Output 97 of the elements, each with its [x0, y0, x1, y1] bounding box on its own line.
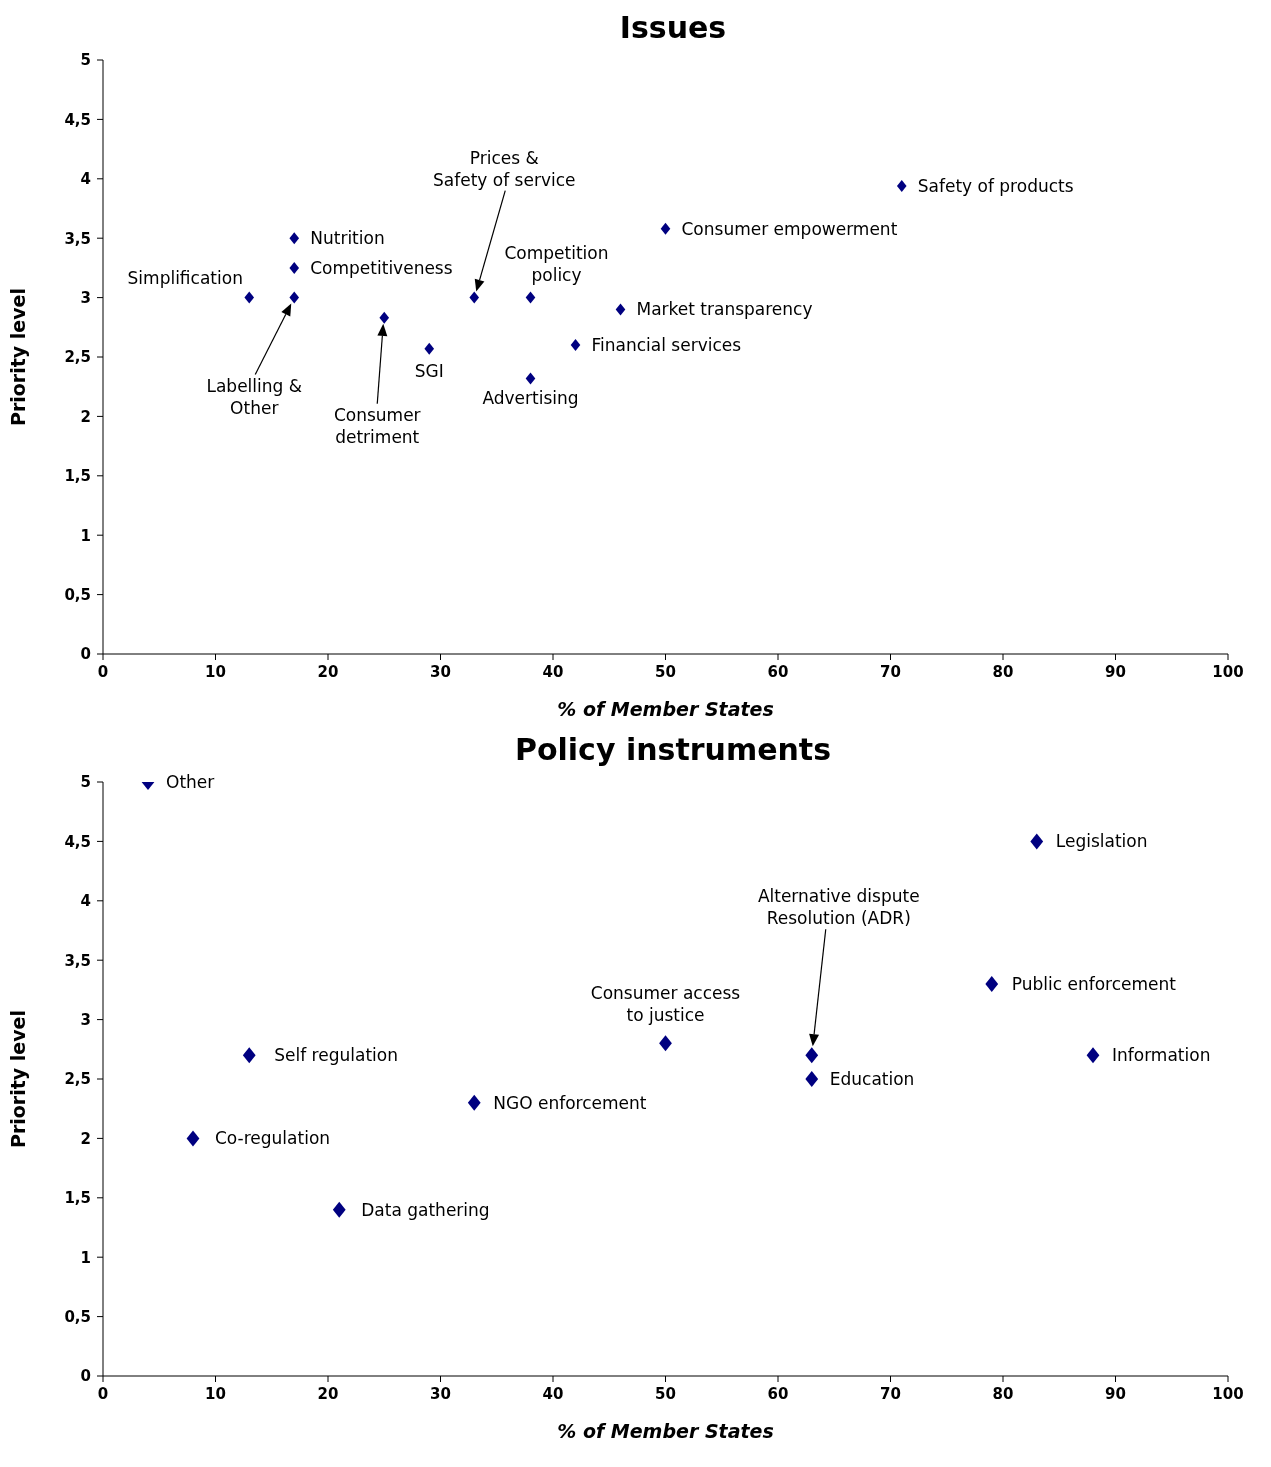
y-tick-label: 0,5	[64, 585, 91, 604]
y-tick-label: 0	[80, 1367, 91, 1386]
y-tick-label: 0	[80, 645, 91, 664]
x-tick-label: 70	[880, 662, 901, 681]
x-axis-title: % of Member States	[557, 1420, 774, 1442]
annotation: Simplification	[127, 267, 243, 288]
x-tick-label: 30	[430, 662, 451, 681]
x-tick-label: 60	[767, 1384, 789, 1403]
chart-title: Policy instruments	[513, 731, 833, 769]
chart-title: Issues	[618, 9, 728, 47]
point	[289, 291, 300, 304]
x-tick-label: 100	[1212, 1384, 1244, 1403]
annotation: Public enforcement	[1011, 973, 1177, 994]
x-tick-label: 20	[317, 1384, 339, 1403]
point	[289, 261, 300, 274]
y-tick-label: 2,5	[64, 348, 91, 367]
annotation: Co-regulation	[215, 1128, 331, 1149]
point	[896, 179, 907, 192]
annotation: Self regulation	[274, 1045, 398, 1066]
point	[525, 291, 536, 304]
y-tick-label: 2	[80, 1129, 91, 1148]
point	[424, 342, 435, 355]
annotation: Education	[829, 1069, 915, 1089]
annotation: Competitiveness	[310, 257, 453, 278]
x-tick-label: 50	[655, 662, 676, 681]
x-tick-label: 50	[655, 1384, 676, 1403]
annotation: Prices & Safety of service	[433, 147, 576, 190]
annotation: SGI	[414, 360, 444, 381]
point	[244, 291, 255, 304]
point	[660, 222, 671, 235]
point	[805, 1047, 819, 1064]
annotation: Consumer detriment	[333, 404, 421, 447]
y-axis-title: Priority level	[6, 287, 29, 427]
y-tick-label: 1	[80, 1248, 91, 1267]
point	[467, 1094, 481, 1111]
annotation: Advertising	[482, 388, 579, 409]
point	[805, 1071, 819, 1087]
point	[659, 1035, 672, 1052]
x-tick-label: 100	[1212, 662, 1244, 681]
point	[242, 1047, 256, 1064]
x-tick-label: 40	[542, 1384, 564, 1403]
y-tick-label: 4	[80, 170, 91, 189]
annotation: Consumer empowerment	[681, 218, 898, 239]
annotation: Safety of products	[917, 175, 1074, 196]
y-tick-label: 5	[80, 773, 91, 792]
point	[379, 311, 390, 324]
annotation: Other	[166, 772, 215, 792]
y-tick-label: 3	[80, 288, 91, 307]
y-tick-label: 3,5	[64, 951, 91, 970]
annotation: Information	[1112, 1045, 1211, 1066]
point	[570, 339, 581, 352]
annotation: Data gathering	[361, 1199, 490, 1220]
x-tick-label: 20	[317, 662, 339, 681]
point	[469, 291, 480, 304]
x-tick-label: 40	[542, 662, 564, 681]
y-tick-label: 1	[80, 526, 91, 545]
y-tick-label: 4,5	[64, 110, 91, 129]
x-tick-label: 10	[205, 1384, 226, 1403]
x-tick-label: 0	[97, 662, 109, 681]
point	[332, 1201, 346, 1218]
x-tick-label: 90	[1105, 1384, 1126, 1403]
y-tick-label: 3,5	[64, 229, 91, 248]
y-tick-label: 2	[80, 407, 91, 426]
x-axis-title: % of Member States	[557, 698, 774, 720]
annotation: NGO enforcement	[493, 1092, 647, 1113]
annotation: Competition policy	[504, 242, 609, 285]
x-tick-label: 80	[992, 1384, 1014, 1403]
point	[985, 975, 999, 992]
x-tick-label: 10	[205, 662, 226, 681]
annotation: Legislation	[1055, 831, 1148, 852]
x-tick-label: 0	[97, 1384, 109, 1403]
y-tick-label: 2,5	[64, 1070, 91, 1089]
y-tick-label: 1,5	[64, 1189, 91, 1208]
x-tick-label: 80	[992, 662, 1014, 681]
annotation: Consumer access to justice	[590, 983, 741, 1026]
y-tick-label: 3	[80, 1010, 91, 1029]
point	[615, 303, 626, 316]
y-tick-label: 4,5	[64, 832, 91, 851]
annotation: Nutrition	[310, 228, 385, 249]
point	[1086, 1047, 1100, 1064]
point	[525, 372, 536, 385]
x-tick-label: 60	[767, 662, 789, 681]
y-tick-label: 0,5	[64, 1307, 91, 1326]
x-tick-label: 70	[880, 1384, 901, 1403]
annotation: Alternative dispute Resolution (ADR)	[757, 886, 920, 929]
y-axis-title: Priority level	[6, 1009, 29, 1149]
x-tick-label: 90	[1105, 662, 1126, 681]
annotation: Labelling & Other	[206, 375, 303, 418]
x-tick-label: 30	[430, 1384, 451, 1403]
y-tick-label: 4	[80, 892, 91, 911]
y-tick-label: 1,5	[64, 467, 91, 486]
annotation: Market transparency	[636, 299, 813, 320]
point	[186, 1130, 200, 1147]
annotation: Financial services	[591, 335, 742, 356]
y-tick-label: 5	[80, 51, 91, 70]
point	[289, 232, 300, 245]
point	[1030, 833, 1044, 850]
